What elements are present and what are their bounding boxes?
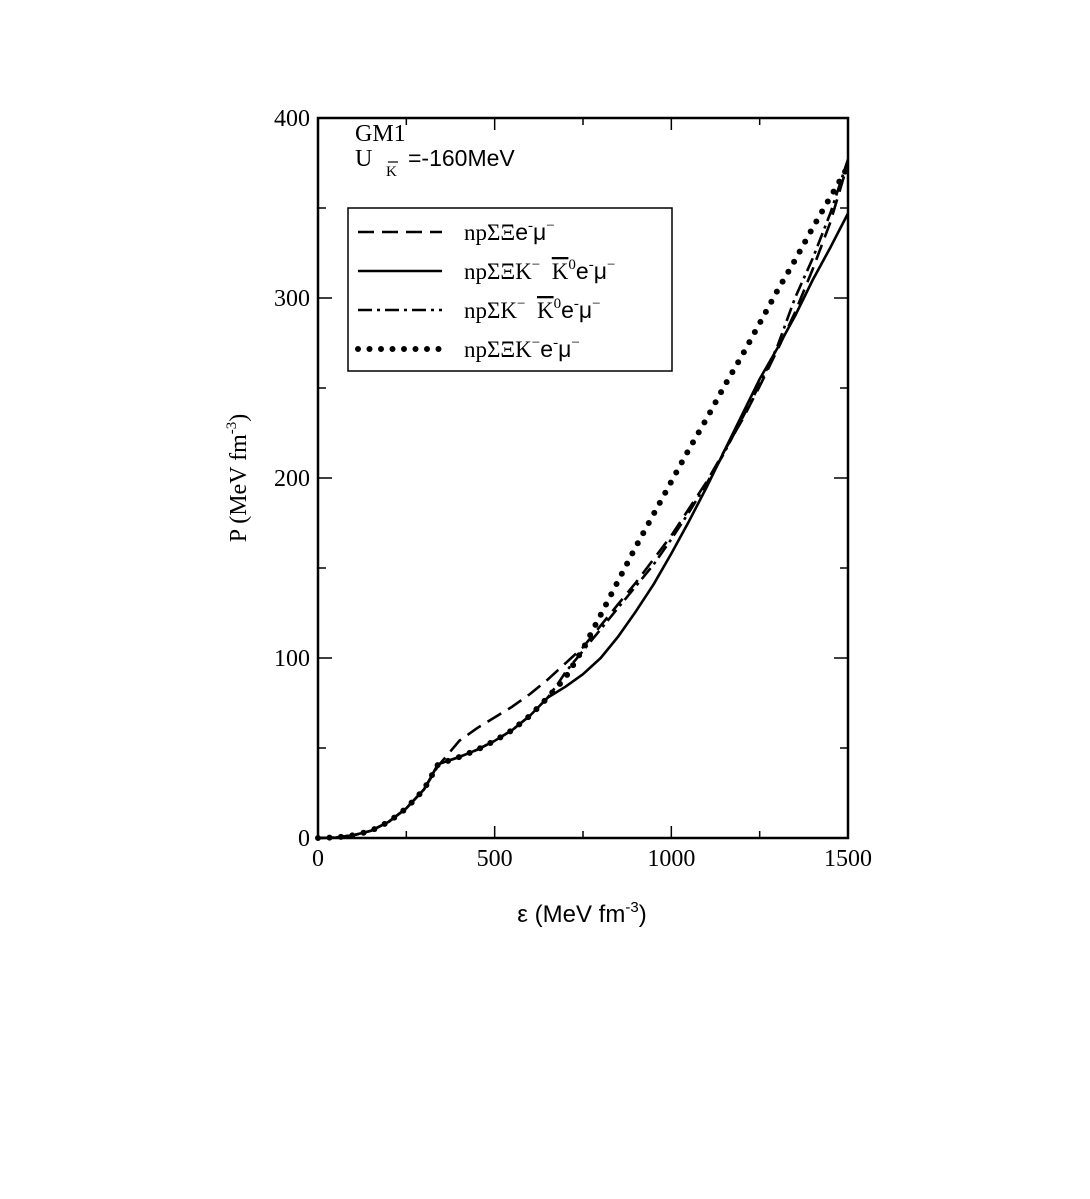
legend-label-part: 0 [554, 296, 562, 312]
legend-label-part: − [517, 296, 525, 312]
x-axis-label: ε (MeV fm-3) [517, 899, 646, 928]
legend-label-part: K [537, 298, 554, 323]
legend-label-part: K [552, 259, 569, 284]
legend-label-part: npΣΞ [464, 220, 515, 245]
y-tick-label: 400 [274, 106, 310, 132]
legend-label-part: - [574, 296, 579, 312]
x-tick-label: 1500 [824, 846, 872, 872]
legend-label-part: − [592, 296, 600, 312]
y-axis-label: P (MeV fm-3) [224, 414, 252, 543]
series-solid-line [317, 212, 850, 840]
legend-label-part: npΣΞK [464, 259, 532, 284]
y-tick-label: 300 [274, 286, 310, 312]
legend-label-part: − [571, 335, 579, 351]
curves-layer [315, 158, 851, 841]
legend-label-part: μ [579, 297, 592, 323]
potential-annotation: U [355, 146, 372, 172]
legend-label-part: − [532, 257, 540, 273]
potential-value: =-160MeV [408, 145, 515, 171]
legend-label-part: μ [533, 219, 546, 245]
legend-label-part: e [540, 336, 553, 362]
x-tick-label: 0 [312, 846, 324, 872]
legend-label-part: e [515, 219, 528, 245]
legend-label-part: - [589, 257, 594, 273]
legend-label-part: μ [594, 258, 607, 284]
y-tick-label: 0 [298, 826, 310, 852]
potential-subscript: K [386, 161, 398, 180]
legend: npΣΞe-μ−npΣΞK− K0e-μ−npΣK− K0e-μ−npΣΞK−e… [347, 207, 673, 372]
legend-label-part: - [528, 218, 533, 234]
model-annotation: GM1 [355, 121, 406, 147]
x-tick-label: 1000 [647, 846, 695, 872]
series-dotted-line [315, 163, 851, 841]
legend-label-part [525, 298, 537, 323]
x-tick-label: 500 [477, 846, 513, 872]
legend-label-part: e [561, 297, 574, 323]
legend-box [347, 207, 673, 372]
legend-label-part: − [532, 335, 540, 351]
axes-layer: 0 500 1000 1500 0 100 200 300 400 [274, 106, 872, 872]
legend-label-part: e [576, 258, 589, 284]
series-dashdotdot-line [317, 158, 850, 840]
legend-label-dotted: npΣΞK−e-μ− [464, 335, 580, 362]
legend-label-dashed: npΣΞe-μ− [464, 218, 555, 245]
legend-label-dashdotdot: npΣK− K0e-μ− [464, 296, 601, 323]
legend-label-solid: npΣΞK− K0e-μ− [464, 257, 615, 284]
legend-label-part: μ [558, 336, 571, 362]
legend-label-part: − [546, 218, 554, 234]
legend-label-part: - [553, 335, 558, 351]
legend-label-part: npΣΞK [464, 337, 532, 362]
legend-label-part: npΣK [464, 298, 517, 323]
svg-text:K: K [386, 164, 397, 180]
legend-label-part: − [607, 257, 615, 273]
legend-label-part [540, 259, 552, 284]
y-tick-label: 100 [274, 646, 310, 672]
legend-label-part: 0 [568, 257, 576, 273]
y-tick-label: 200 [274, 466, 310, 492]
